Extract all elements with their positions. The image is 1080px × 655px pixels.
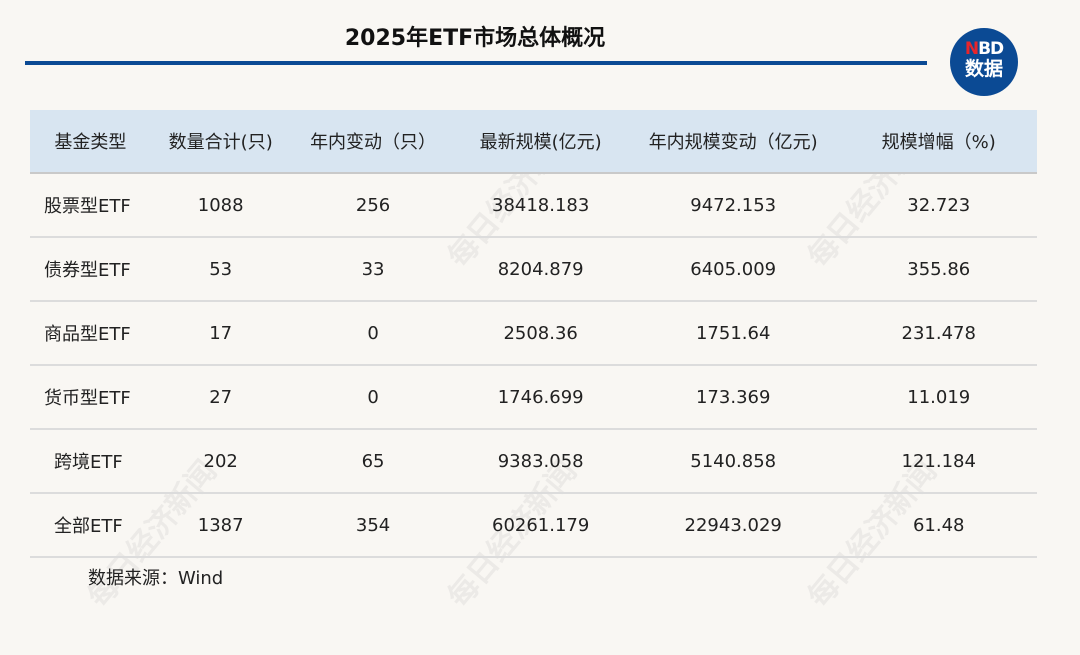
table-cell: 27 (150, 365, 291, 430)
table-cell: 32.723 (840, 173, 1037, 238)
table-cell: 11.019 (840, 365, 1037, 430)
title-divider (25, 61, 927, 65)
table-cell: 6405.009 (625, 237, 841, 302)
table-cell: 0 (290, 365, 456, 430)
table-cell: 33 (290, 237, 456, 302)
table-row: 货币型ETF 27 0 1746.699 173.369 11.019 (30, 365, 1037, 430)
table-cell: 121.184 (840, 429, 1037, 494)
table-cell: 9383.058 (455, 429, 626, 494)
column-header: 最新规模(亿元) (455, 110, 626, 174)
table-cell: 65 (290, 429, 456, 494)
table-cell: 债券型ETF (30, 237, 151, 302)
table-row: 全部ETF 1387 354 60261.179 22943.029 61.48 (30, 493, 1037, 558)
table-cell: 1088 (150, 173, 291, 238)
page-title: 2025年ETF市场总体概况 (344, 26, 606, 51)
column-header: 年内变动（只） (290, 110, 456, 174)
table-cell: 2508.36 (455, 301, 626, 366)
table-cell: 38418.183 (455, 173, 626, 238)
table-cell: 17 (150, 301, 291, 366)
table-cell: 股票型ETF (30, 173, 151, 238)
table-cell: 0 (290, 301, 456, 366)
table-cell: 8204.879 (455, 237, 626, 302)
data-source: 数据来源：Wind (88, 568, 224, 589)
table-cell: 355.86 (840, 237, 1037, 302)
table-cell: 1751.64 (625, 301, 841, 366)
table-cell: 跨境ETF (30, 429, 151, 494)
column-header: 基金类型 (30, 110, 151, 174)
table-cell: 1746.699 (455, 365, 626, 430)
table-cell: 5140.858 (625, 429, 841, 494)
table-cell: 22943.029 (625, 493, 841, 558)
table-cell: 9472.153 (625, 173, 841, 238)
etf-summary-table: 基金类型 数量合计(只) 年内变动（只） 最新规模(亿元) 年内规模变动（亿元) 规模增幅… (30, 110, 1037, 558)
table-cell: 1387 (150, 493, 291, 558)
table-cell: 全部ETF (30, 493, 151, 558)
column-header: 年内规模变动（亿元) (625, 110, 841, 174)
table-header-row: 基金类型 数量合计(只) 年内变动（只） 最新规模(亿元) 年内规模变动（亿元) 规模增幅… (30, 110, 1037, 174)
table-cell: 256 (290, 173, 456, 238)
column-header: 数量合计(只) (150, 110, 291, 174)
table-row: 跨境ETF 202 65 9383.058 5140.858 121.184 (30, 429, 1037, 494)
table-cell: 61.48 (840, 493, 1037, 558)
table-cell: 354 (290, 493, 456, 558)
table-row: 债券型ETF 53 33 8204.879 6405.009 355.86 (30, 237, 1037, 302)
table-cell: 202 (150, 429, 291, 494)
table-cell: 60261.179 (455, 493, 626, 558)
table-cell: 商品型ETF (30, 301, 151, 366)
table-row: 商品型ETF 17 0 2508.36 1751.64 231.478 (30, 301, 1037, 366)
table-cell: 173.369 (625, 365, 841, 430)
table-cell: 231.478 (840, 301, 1037, 366)
table-row: 股票型ETF 1088 256 38418.183 9472.153 32.723 (30, 173, 1037, 238)
table-cell: 53 (150, 237, 291, 302)
column-header: 规模增幅（%) (840, 110, 1037, 174)
nbd-logo: NBD 数据 (950, 28, 1018, 96)
table-cell: 货币型ETF (30, 365, 151, 430)
